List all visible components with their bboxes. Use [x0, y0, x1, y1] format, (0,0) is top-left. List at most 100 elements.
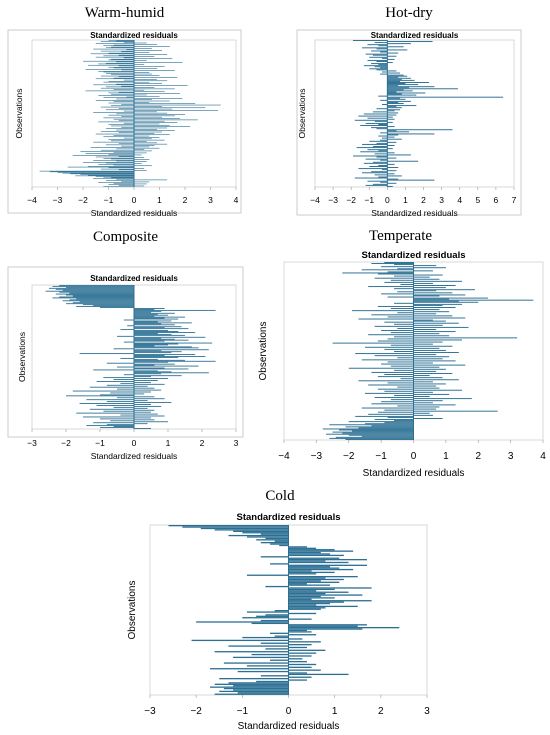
- bars: [322, 262, 534, 440]
- bar: [134, 309, 216, 311]
- bar: [260, 675, 289, 677]
- bar: [288, 578, 344, 581]
- bar: [351, 310, 414, 312]
- x-tick-label: 4: [540, 451, 546, 462]
- bar: [134, 393, 145, 395]
- bar: [288, 673, 349, 676]
- bar: [413, 274, 443, 276]
- bar: [121, 145, 134, 147]
- panel-cold: Cold Standardized residuals −3 −2 −1 0 1 2 3 Stan…: [127, 488, 430, 732]
- bar: [387, 88, 458, 90]
- bar: [378, 164, 388, 166]
- bar: [134, 48, 152, 49]
- bar: [134, 398, 165, 400]
- bar: [358, 318, 414, 320]
- chart-frame: [7, 29, 242, 214]
- bar: [387, 43, 411, 45]
- bar: [288, 604, 317, 606]
- x-tick-label: 3: [234, 438, 239, 448]
- bar: [103, 117, 134, 119]
- bar: [134, 103, 196, 105]
- bar: [355, 415, 414, 417]
- bar: [134, 357, 179, 358]
- bar: [413, 282, 433, 284]
- bar: [367, 44, 388, 46]
- bar: [134, 372, 209, 374]
- bar: [288, 571, 335, 574]
- bar: [120, 329, 134, 331]
- x-tick-label: −2: [346, 195, 356, 205]
- bar: [413, 404, 456, 406]
- bar: [256, 680, 289, 683]
- bar: [374, 277, 414, 279]
- bar: [377, 273, 414, 275]
- bar: [413, 381, 433, 383]
- bar: [260, 556, 289, 558]
- bar: [108, 92, 134, 94]
- bar: [39, 170, 134, 172]
- bar: [394, 275, 414, 277]
- bar: [413, 304, 443, 306]
- bar: [387, 101, 399, 103]
- bar: [52, 297, 134, 299]
- bar: [134, 338, 175, 340]
- bar: [279, 544, 289, 547]
- bar: [413, 276, 430, 278]
- bar: [98, 71, 134, 72]
- bar: [387, 131, 410, 133]
- bar: [111, 46, 134, 48]
- bar: [93, 369, 134, 371]
- bar: [127, 325, 134, 327]
- bar: [118, 155, 134, 157]
- bar: [387, 91, 397, 93]
- bar: [121, 180, 134, 182]
- bar: [260, 619, 289, 622]
- bar: [103, 97, 134, 98]
- bar: [387, 79, 415, 81]
- bar: [413, 324, 443, 326]
- x-tick-label: −3: [311, 451, 323, 462]
- bar: [413, 339, 463, 341]
- bar: [288, 581, 340, 583]
- bar: [413, 385, 437, 387]
- bar: [381, 401, 414, 403]
- bar: [111, 58, 134, 60]
- bar: [134, 346, 192, 348]
- bar: [413, 364, 466, 366]
- bar: [413, 366, 440, 368]
- bar: [246, 574, 289, 576]
- bar: [413, 303, 463, 305]
- bar: [117, 388, 134, 390]
- bar: [72, 390, 134, 392]
- bar: [397, 386, 414, 388]
- bar: [354, 119, 388, 121]
- bar: [361, 269, 414, 271]
- bar: [371, 425, 414, 427]
- bar: [288, 644, 312, 646]
- bar: [377, 411, 414, 413]
- bar: [380, 139, 388, 141]
- bar: [110, 392, 134, 394]
- bar: [372, 161, 388, 163]
- bar: [134, 82, 150, 84]
- bar: [134, 409, 155, 411]
- bar: [134, 165, 152, 167]
- bar: [358, 427, 414, 429]
- x-tick-label: −2: [343, 451, 355, 462]
- bar: [228, 682, 289, 684]
- bar: [121, 69, 134, 71]
- bar: [413, 396, 430, 397]
- chart-frame: [296, 29, 522, 216]
- bar: [93, 112, 134, 113]
- bar: [93, 422, 134, 424]
- bar: [381, 137, 388, 139]
- bar: [121, 51, 134, 53]
- bar: [89, 408, 134, 410]
- x-tick-label: 1: [166, 438, 171, 448]
- bar: [75, 175, 134, 177]
- bar: [134, 60, 147, 61]
- bar: [134, 157, 145, 158]
- bar: [288, 549, 335, 551]
- bar: [103, 410, 134, 412]
